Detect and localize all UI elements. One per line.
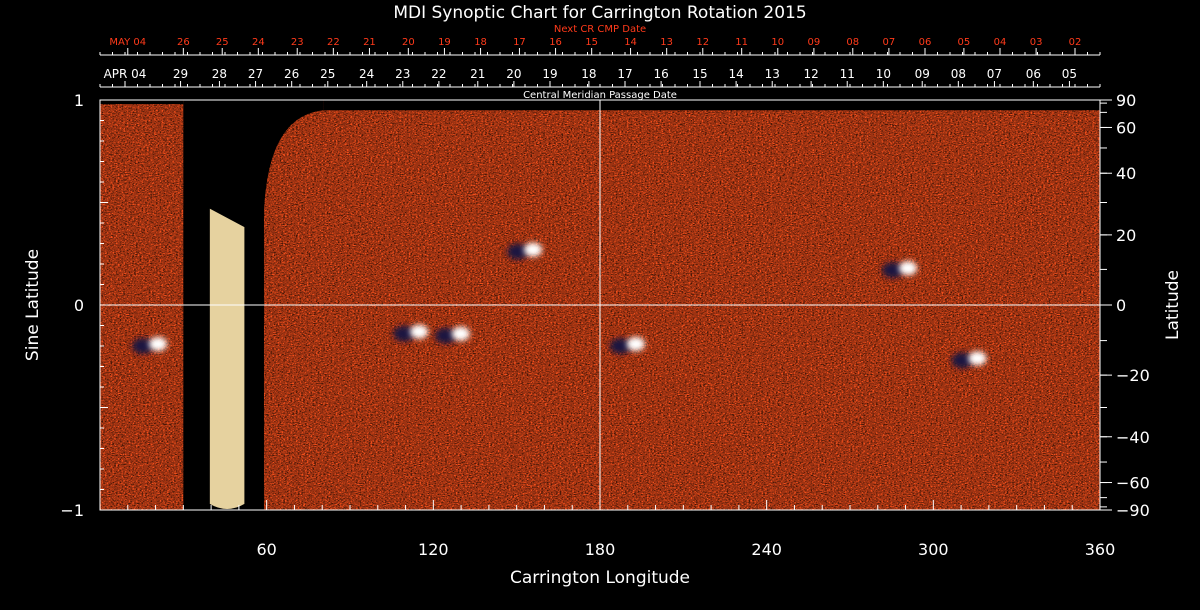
next-cr-date-label: 19 [438,37,451,48]
lat-tick-label: 90 [1116,91,1136,110]
y-tick-label: 0 [74,296,84,315]
sine-latitude-axis: 1 0 −1 [60,91,108,520]
active-region-pos-7 [626,337,645,351]
cmp-date-label: 08 [951,67,966,81]
next-cr-date-label: 18 [474,37,487,48]
next-cr-date-label: 20 [402,37,415,48]
x-tick-label: 240 [751,540,782,559]
next-cr-date-label: 06 [919,37,932,48]
cmp-date-label: 18 [581,67,596,81]
central-meridian-caption: Central Meridian Passage Date [523,90,677,101]
active-region-neg-5 [951,352,974,369]
active-region-neg-1 [393,325,416,342]
active-region-neg-3 [507,243,529,260]
cmp-date-label: 19 [542,67,557,81]
next-cr-date-label: MAY 04 [109,37,146,48]
lat-tick-label: 20 [1116,226,1136,245]
cmp-date-label: 25 [320,67,335,81]
cmp-date-label: 15 [692,67,707,81]
next-cr-date-label: 14 [624,37,637,48]
active-region-neg-2 [434,327,457,344]
next-cr-date-label: 07 [883,37,896,48]
y-axis-label-left: Sine Latitude [23,249,43,361]
next-cr-date-label: 16 [549,37,562,48]
next-cr-date-label: 04 [994,37,1007,48]
cmp-date-label: 06 [1026,67,1041,81]
next-cr-date-label: 12 [696,37,709,48]
strip-top-gap [209,100,245,209]
date-axes: MAY 04 26 25 24 23 22 21 20 19 18 17 16 15 14 13 12 11 10… [99,37,1101,88]
next-cr-date-label: 15 [585,37,598,48]
next-cr-date-label: 24 [252,37,265,48]
map-top-gap [323,100,1100,111]
next-cr-date-label: 22 [327,37,340,48]
cmp-date-label: 11 [840,67,855,81]
next-cr-date-label: 13 [660,37,673,48]
active-region-pos-4 [899,261,917,276]
active-region-neg-6 [132,338,154,354]
x-tick-label: 120 [418,540,449,559]
lat-tick-label: 40 [1116,164,1136,183]
next-cr-date-label: 21 [363,37,376,48]
lat-tick-label: −20 [1116,366,1150,385]
active-region-pos-2 [451,326,470,341]
x-tick-label: 180 [585,540,616,559]
cmp-date-label: 10 [876,67,891,81]
next-cr-date-label: 11 [735,37,748,48]
chart-title: MDI Synoptic Chart for Carrington Rotati… [393,3,806,23]
cmp-date-label: 13 [765,67,780,81]
next-cr-date-label: 23 [291,37,304,48]
next-cr-date-label: 03 [1030,37,1043,48]
cmp-date-label: 26 [284,67,299,81]
cmp-date-label: 21 [470,67,485,81]
active-region-pos-6 [149,337,167,351]
cmp-date-label: 17 [617,67,632,81]
longitude-axis: 60 120 180 240 300 360 [127,500,1116,559]
cmp-date-label: 09 [915,67,930,81]
lat-tick-label: 60 [1116,118,1136,137]
cmp-date-label: 12 [803,67,818,81]
cmp-date-label: APR 04 [104,67,147,81]
cmp-date-label: 27 [248,67,263,81]
cmp-date-label: 28 [212,67,227,81]
x-tick-label: 300 [918,540,949,559]
next-cr-date-label: 05 [958,37,971,48]
x-tick-label: 60 [256,540,276,559]
y-axis-label-right: Latitude [1163,270,1183,340]
map-top-gap-left [100,100,184,105]
next-cr-date-label: 26 [177,37,190,48]
x-tick-label: 360 [1085,540,1116,559]
next-cr-date-label: 25 [216,37,229,48]
y-tick-label: −1 [60,501,84,520]
cmp-date-label: 29 [173,67,188,81]
lat-tick-label: −60 [1116,474,1150,493]
next-cr-cmp-caption: Next CR CMP Date [554,24,646,35]
latitude-axis: 90 60 40 20 0 −20 −40 −60 −90 [1100,91,1150,520]
lat-tick-label: −40 [1116,428,1150,447]
next-cr-date-label: 17 [513,37,526,48]
lat-tick-label: −90 [1116,501,1150,520]
cmp-date-label: 16 [653,67,668,81]
active-region-pos-3 [524,242,542,257]
cmp-date-label: 23 [395,67,410,81]
cmp-date-label: 07 [987,67,1002,81]
cmp-date-label: 05 [1062,67,1077,81]
next-cr-date-label: 10 [771,37,784,48]
active-region-pos-1 [410,324,429,339]
active-region-pos-5 [968,351,987,366]
next-cr-date-label: 02 [1069,37,1082,48]
cmp-date-label: 24 [359,67,374,81]
active-region-neg-4 [882,262,904,279]
lat-tick-label: 0 [1116,296,1126,315]
cmp-date-label: 14 [728,67,743,81]
x-axis-label: Carrington Longitude [510,568,690,588]
cmp-date-label: 22 [431,67,446,81]
map-narrow-strip-texture [209,208,245,509]
active-region-neg-7 [609,338,632,354]
y-tick-label: 1 [74,91,84,110]
next-cr-date-label: 08 [846,37,859,48]
cmp-date-label: 20 [506,67,521,81]
next-cr-date-label: 09 [808,37,821,48]
